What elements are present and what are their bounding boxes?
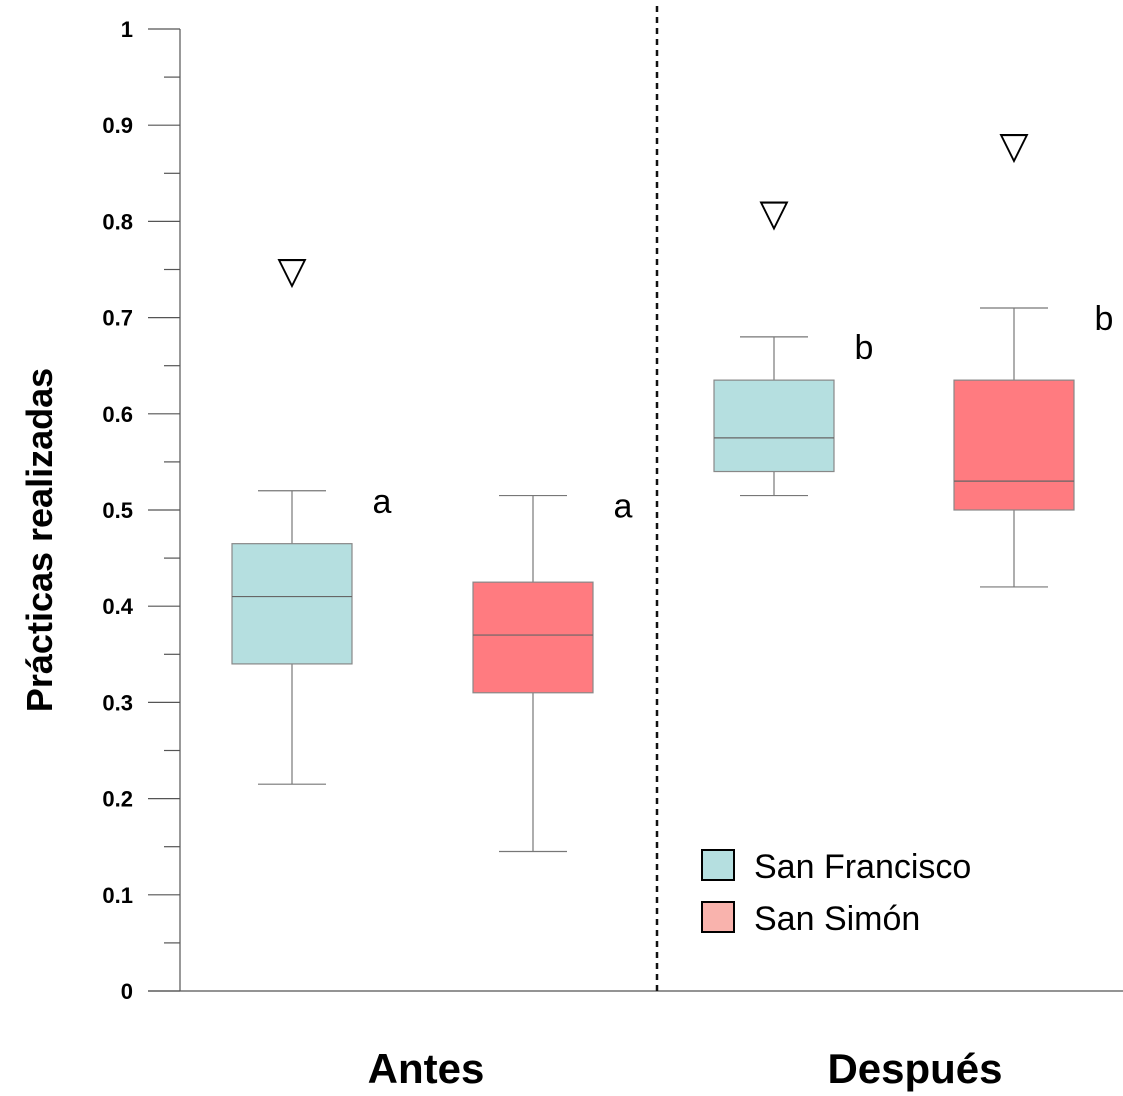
box-san-francisco-después [713,336,835,497]
group-label-después: Después [827,1045,1002,1092]
box-san-francisco-antes [231,490,353,785]
outlier-marker: ▽ [999,123,1029,167]
iqr-box [231,543,353,665]
y-axis [148,28,1123,992]
box-san-simón-después [953,307,1075,588]
iqr-box [472,581,594,694]
legend-label: San Simón [754,900,920,938]
significance-letters: a b a b [373,300,1114,526]
y-tick-label: 0.1 [102,883,133,908]
box-san-simón-antes [472,494,594,853]
significance-letter: a [373,483,392,521]
boxes [231,307,1075,853]
legend-swatch [701,849,735,881]
y-tick-label: 0.7 [102,306,133,331]
y-tick-label: 0.3 [102,690,133,715]
y-axis-title: Prácticas realizadas [19,368,60,712]
axis-labels: Prácticas realizadas Antes Después [19,368,1003,1092]
markers: ▽ ▽ ▽ [277,123,1029,292]
outlier-marker: ▽ [759,191,789,235]
y-tick-label: 0 [121,979,133,1004]
y-tick-label: 0.6 [102,402,133,427]
y-tick-label: 1 [121,17,133,42]
y-tick-label: 0.9 [102,113,133,138]
legend-item-san-francisco: San Francisco [701,848,971,886]
outlier-marker: ▽ [277,249,307,293]
significance-letter: b [1095,300,1114,338]
legend-swatch [701,901,735,933]
group-label-antes: Antes [368,1045,485,1092]
legend-item-san-simón: San Simón [701,900,920,938]
y-tick-label: 0.4 [102,594,133,619]
y-tick-label: 0.8 [102,209,133,234]
legend-label: San Francisco [754,848,971,886]
legend: San Francisco San Simón [701,848,971,938]
iqr-box [713,379,835,473]
y-tick-label: 0.5 [102,498,133,523]
significance-letter: a [614,488,633,526]
significance-letter: b [855,329,874,367]
iqr-box [953,379,1075,511]
y-tick-label: 0.2 [102,787,133,812]
y-tick-labels: 0 0.1 0.2 0.3 0.4 0.5 0.6 0.7 0.8 0.9 1 [102,17,133,1004]
